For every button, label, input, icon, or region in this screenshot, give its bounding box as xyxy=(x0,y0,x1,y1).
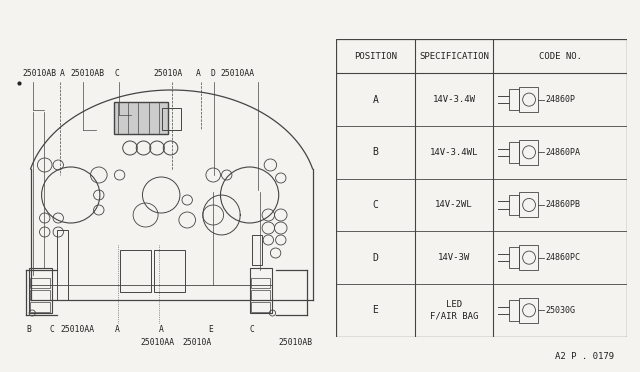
Text: POSITION: POSITION xyxy=(354,52,397,61)
Text: 25030G: 25030G xyxy=(546,306,575,315)
Bar xyxy=(509,89,520,110)
Bar xyxy=(509,247,520,268)
Text: 24860P: 24860P xyxy=(546,95,575,104)
Text: LED
F/AIR BAG: LED F/AIR BAG xyxy=(429,300,478,321)
Text: 24860PC: 24860PC xyxy=(546,253,580,262)
Bar xyxy=(509,142,520,163)
Text: A2 P . 0179: A2 P . 0179 xyxy=(556,352,614,361)
Bar xyxy=(120,250,151,292)
Bar xyxy=(29,268,52,313)
Bar xyxy=(520,87,538,112)
Bar xyxy=(57,230,68,300)
Text: SPECIFICATION: SPECIFICATION xyxy=(419,52,489,61)
Text: 24860PB: 24860PB xyxy=(546,201,580,209)
Text: 25010AB: 25010AB xyxy=(23,69,57,78)
Bar xyxy=(251,278,271,288)
Text: E: E xyxy=(372,305,378,315)
Bar xyxy=(520,245,538,270)
Text: 25010AB: 25010AB xyxy=(279,338,313,347)
Text: 24860PA: 24860PA xyxy=(546,148,580,157)
Text: A: A xyxy=(196,69,200,78)
Bar xyxy=(251,290,271,300)
Bar xyxy=(520,192,538,218)
Text: 25010AB: 25010AB xyxy=(70,69,105,78)
Bar xyxy=(251,302,271,312)
Text: C: C xyxy=(372,200,378,210)
Bar xyxy=(30,302,50,312)
Bar xyxy=(520,140,538,165)
Text: A: A xyxy=(159,325,164,334)
Text: A: A xyxy=(60,69,65,78)
Text: 14V-3.4W: 14V-3.4W xyxy=(433,95,476,104)
Bar xyxy=(520,298,538,323)
Text: A: A xyxy=(115,325,119,334)
Bar xyxy=(154,250,185,292)
Text: 25010A: 25010A xyxy=(154,69,183,78)
Text: 25010AA: 25010AA xyxy=(220,69,255,78)
Text: 25010AA: 25010AA xyxy=(60,325,95,334)
Text: C: C xyxy=(50,325,55,334)
Bar xyxy=(115,102,168,134)
Text: 14V-3.4WL: 14V-3.4WL xyxy=(429,148,478,157)
Bar xyxy=(509,195,520,215)
Bar xyxy=(30,278,50,288)
Text: B: B xyxy=(372,147,378,157)
Text: A: A xyxy=(372,94,378,105)
Text: CODE NO.: CODE NO. xyxy=(539,52,582,61)
Bar xyxy=(509,300,520,321)
Text: E: E xyxy=(208,325,213,334)
Text: 14V-2WL: 14V-2WL xyxy=(435,201,473,209)
Text: C: C xyxy=(115,69,119,78)
Text: D: D xyxy=(210,69,215,78)
Text: D: D xyxy=(372,253,378,263)
Text: 14V-3W: 14V-3W xyxy=(438,253,470,262)
Bar xyxy=(250,268,273,313)
Bar xyxy=(30,290,50,300)
Bar xyxy=(252,235,262,265)
Text: B: B xyxy=(26,325,31,334)
Text: 25010A: 25010A xyxy=(182,338,211,347)
Text: C: C xyxy=(250,325,255,334)
Bar xyxy=(163,108,181,130)
Text: 25010AA: 25010AA xyxy=(140,338,175,347)
